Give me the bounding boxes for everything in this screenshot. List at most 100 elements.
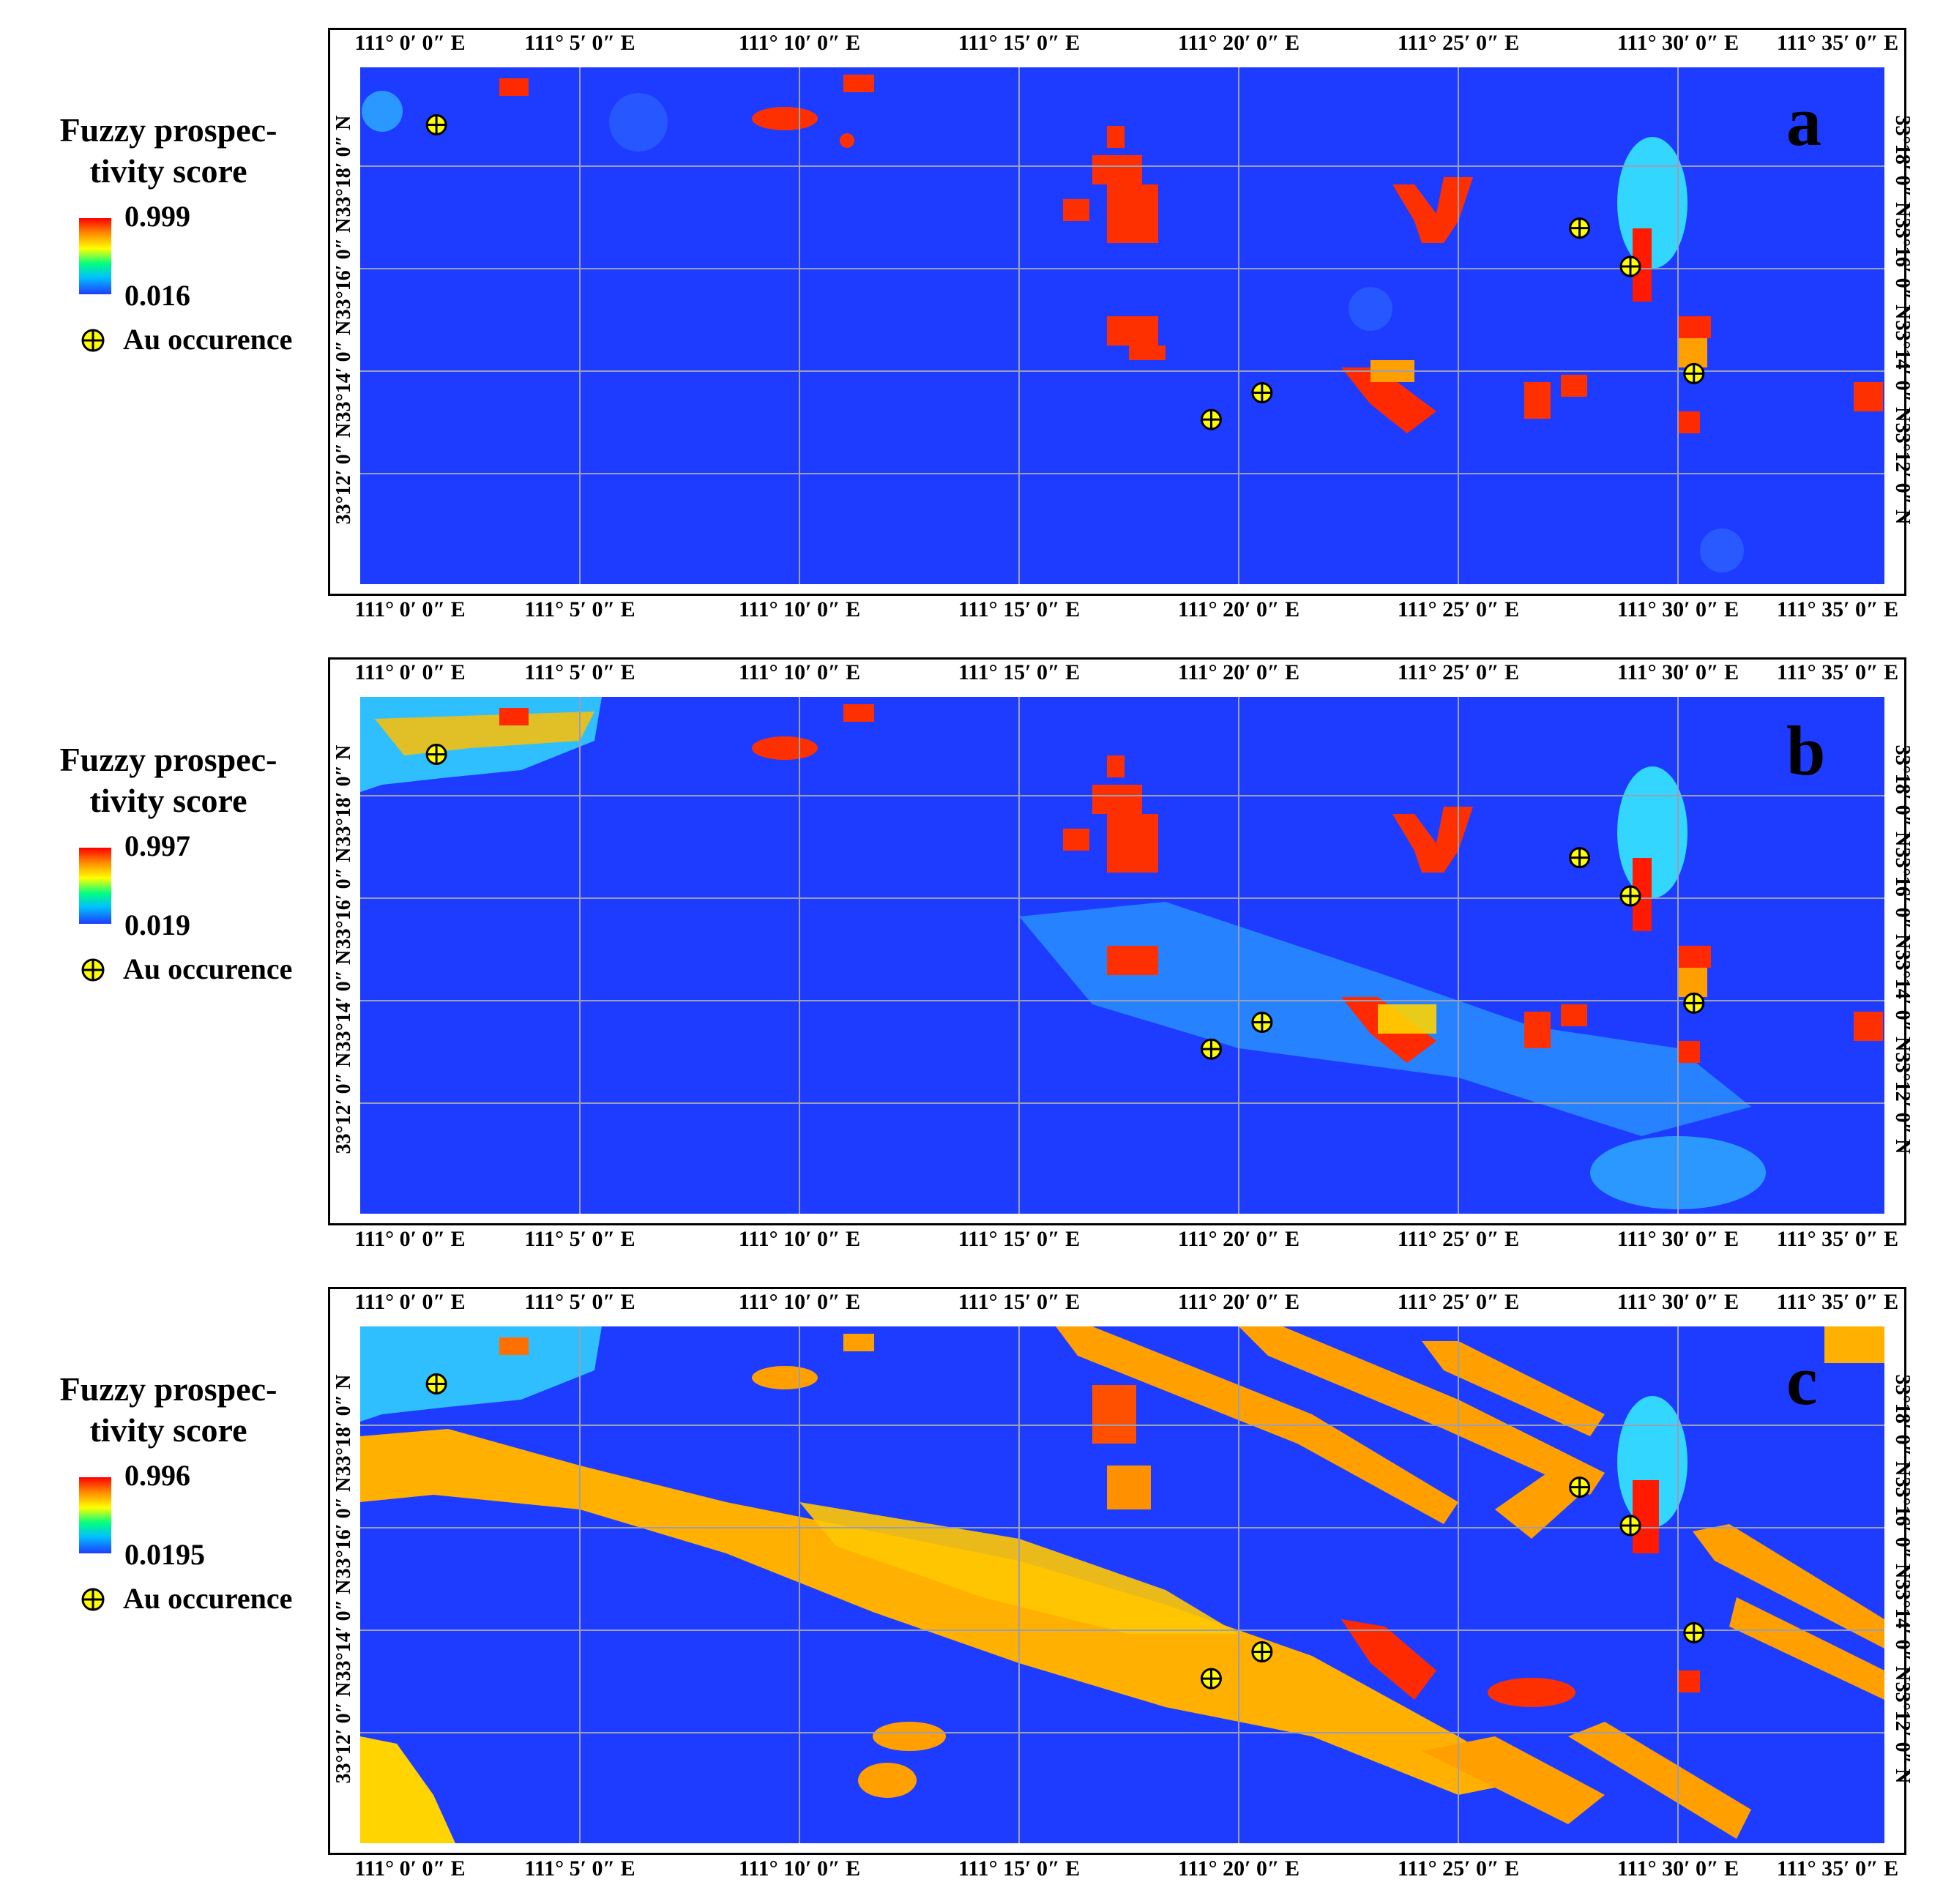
au-occurrence-marker	[1683, 992, 1705, 1014]
panel-a: Fuzzy prospec- tivity score 0.999 0.016 …	[0, 0, 1943, 630]
colorbar	[79, 218, 111, 294]
longitude-label: 111° 35′ 0″ E	[1776, 1290, 1899, 1314]
longitude-label: 111° 5′ 0″ E	[524, 1227, 635, 1251]
au-occurrence-marker	[1683, 362, 1705, 384]
longitude-label: 111° 5′ 0″ E	[524, 597, 635, 621]
longitude-label: 111° 20′ 0″ E	[1177, 597, 1300, 621]
au-occurrence-marker	[1200, 408, 1222, 430]
longitude-label: 111° 15′ 0″ E	[958, 660, 1081, 684]
longitude-label: 111° 25′ 0″ E	[1397, 1227, 1520, 1251]
longitude-label: 111° 10′ 0″ E	[738, 660, 861, 684]
longitude-label: 111° 30′ 0″ E	[1616, 1856, 1739, 1881]
au-occurrence-marker	[1200, 1668, 1222, 1690]
panel-letter: a	[1786, 82, 1821, 160]
prospectivity-map	[360, 697, 1884, 1214]
longitude-label: 111° 0′ 0″ E	[354, 31, 466, 55]
colorbar-max: 0.996	[124, 1459, 190, 1492]
latitude-label: 33°12′ 0″ N	[332, 1052, 355, 1154]
legend-title-line1: Fuzzy prospec-	[59, 111, 277, 149]
prospectivity-map	[360, 1326, 1884, 1843]
longitude-label: 111° 10′ 0″ E	[738, 1290, 861, 1314]
legend-title: Fuzzy prospec- tivity score	[29, 1369, 307, 1451]
colorbar-max: 0.999	[124, 200, 190, 233]
longitude-label: 111° 25′ 0″ E	[1397, 1290, 1520, 1314]
prospectivity-map	[360, 67, 1884, 584]
longitude-label: 111° 10′ 0″ E	[738, 1227, 861, 1251]
au-occurrence-icon	[81, 958, 105, 982]
au-occurrence-label: Au occurence	[123, 323, 293, 356]
longitude-label: 111° 30′ 0″ E	[1616, 1227, 1739, 1251]
au-occurrence-marker	[425, 1373, 447, 1395]
longitude-label: 111° 25′ 0″ E	[1397, 597, 1520, 621]
au-occurrence-marker	[1200, 1038, 1222, 1060]
longitude-label: 111° 35′ 0″ E	[1776, 1227, 1899, 1251]
legend-title-line2: tivity score	[89, 1411, 247, 1449]
longitude-label: 111° 20′ 0″ E	[1177, 1227, 1300, 1251]
au-occurrence-marker	[425, 743, 447, 765]
longitude-label: 111° 35′ 0″ E	[1776, 31, 1899, 55]
longitude-label: 111° 30′ 0″ E	[1616, 597, 1739, 621]
longitude-label: 111° 35′ 0″ E	[1776, 660, 1899, 684]
longitude-label: 111° 20′ 0″ E	[1177, 660, 1300, 684]
longitude-label: 111° 10′ 0″ E	[738, 597, 861, 621]
au-occurrence-label: Au occurence	[123, 952, 293, 985]
longitude-label: 111° 25′ 0″ E	[1397, 660, 1520, 684]
colorbar-min: 0.0195	[124, 1538, 205, 1571]
longitude-label: 111° 20′ 0″ E	[1177, 31, 1300, 55]
longitude-label: 111° 35′ 0″ E	[1776, 1856, 1899, 1881]
panel-c: Fuzzy prospec- tivity score 0.996 0.0195…	[0, 1259, 1943, 1889]
longitude-label: 111° 25′ 0″ E	[1397, 1856, 1520, 1881]
panel-letter: c	[1786, 1341, 1818, 1419]
au-occurrence-marker	[1619, 255, 1641, 277]
longitude-label: 111° 25′ 0″ E	[1397, 31, 1520, 55]
colorbar-min: 0.019	[124, 908, 190, 941]
longitude-label: 111° 5′ 0″ E	[524, 31, 635, 55]
longitude-label: 111° 10′ 0″ E	[738, 31, 861, 55]
longitude-label: 111° 20′ 0″ E	[1177, 1856, 1300, 1881]
latitude-label: 33°12′ 0″ N	[1891, 422, 1914, 525]
longitude-label: 111° 5′ 0″ E	[524, 1290, 635, 1314]
au-occurrence-marker	[1619, 885, 1641, 907]
longitude-label: 111° 0′ 0″ E	[354, 660, 466, 684]
latitude-label: 33°12′ 0″ N	[1891, 1052, 1914, 1154]
latitude-label: 33°12′ 0″ N	[332, 422, 355, 525]
legend-title-line1: Fuzzy prospec-	[59, 1370, 277, 1408]
longitude-label: 111° 30′ 0″ E	[1616, 1290, 1739, 1314]
longitude-label: 111° 15′ 0″ E	[958, 31, 1081, 55]
longitude-label: 111° 30′ 0″ E	[1616, 660, 1739, 684]
au-occurrence-marker	[1251, 382, 1273, 404]
longitude-label: 111° 30′ 0″ E	[1616, 31, 1739, 55]
longitude-label: 111° 0′ 0″ E	[354, 1856, 466, 1881]
longitude-label: 111° 5′ 0″ E	[524, 660, 635, 684]
colorbar	[79, 848, 111, 924]
longitude-label: 111° 35′ 0″ E	[1776, 597, 1899, 621]
panel-letter: b	[1786, 712, 1826, 790]
legend-title-line2: tivity score	[89, 152, 247, 190]
longitude-label: 111° 0′ 0″ E	[354, 597, 466, 621]
au-occurrence-marker	[1683, 1621, 1705, 1643]
au-occurrence-marker	[1569, 217, 1591, 239]
legend-title: Fuzzy prospec- tivity score	[29, 110, 307, 192]
colorbar-max: 0.997	[124, 829, 190, 862]
au-occurrence-icon	[81, 1588, 105, 1611]
longitude-label: 111° 15′ 0″ E	[958, 597, 1081, 621]
legend-title: Fuzzy prospec- tivity score	[29, 739, 307, 821]
colorbar-min: 0.016	[124, 279, 190, 312]
au-occurrence-marker	[425, 113, 447, 135]
longitude-label: 111° 5′ 0″ E	[524, 1856, 635, 1881]
colorbar	[79, 1477, 111, 1553]
longitude-label: 111° 15′ 0″ E	[958, 1856, 1081, 1881]
au-occurrence-marker	[1569, 847, 1591, 869]
au-occurrence-label: Au occurence	[123, 1582, 293, 1615]
au-occurrence-marker	[1251, 1641, 1273, 1663]
longitude-label: 111° 10′ 0″ E	[738, 1856, 861, 1881]
au-occurrence-marker	[1251, 1012, 1273, 1034]
latitude-label: 33°12′ 0″ N	[1891, 1681, 1914, 1784]
longitude-label: 111° 0′ 0″ E	[354, 1227, 466, 1251]
au-occurrence-icon	[81, 329, 105, 352]
longitude-label: 111° 20′ 0″ E	[1177, 1290, 1300, 1314]
latitude-label: 33°12′ 0″ N	[332, 1681, 355, 1784]
longitude-label: 111° 0′ 0″ E	[354, 1290, 466, 1314]
au-occurrence-marker	[1619, 1515, 1641, 1537]
legend-title-line1: Fuzzy prospec-	[59, 741, 277, 778]
